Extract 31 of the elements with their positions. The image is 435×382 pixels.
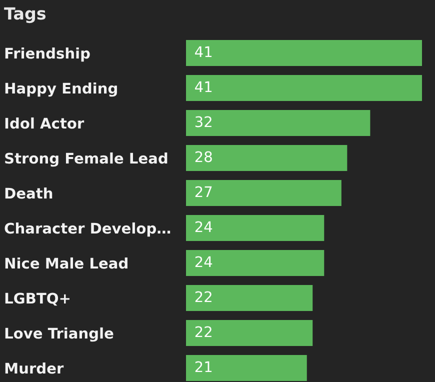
- bar: [186, 75, 422, 101]
- y-tick-label: LGBTQ+: [5, 292, 70, 306]
- y-tick-label: Friendship: [5, 47, 90, 62]
- data-label: 24: [195, 221, 212, 232]
- bar: [186, 285, 313, 311]
- data-label: 41: [195, 81, 212, 92]
- y-tick-label: Love Triangle: [5, 327, 114, 342]
- y-tick-label: Murder: [5, 362, 64, 374]
- data-label: 41: [195, 46, 212, 58]
- y-tick-label: Death: [5, 187, 52, 199]
- bar: [186, 180, 342, 206]
- bar: [186, 250, 324, 276]
- bar: [186, 320, 313, 346]
- data-label: 27: [195, 186, 212, 198]
- y-tick-label: Nice Male Lead: [5, 257, 128, 269]
- data-label: 22: [195, 326, 212, 338]
- bar: [186, 40, 422, 66]
- data-label: 24: [195, 256, 212, 268]
- data-label: 32: [195, 116, 212, 128]
- bar: [186, 215, 324, 241]
- data-label: 21: [195, 361, 212, 372]
- bar: [186, 355, 307, 381]
- bar: [186, 145, 348, 171]
- y-tick-label: Strong Female Lead: [5, 152, 168, 167]
- bar: [186, 110, 370, 136]
- y-tick-label: Idol Actor: [5, 117, 84, 129]
- data-label: 28: [195, 151, 212, 162]
- data-label: 22: [195, 291, 212, 302]
- y-tick-label: Character Develop…: [4, 222, 170, 237]
- text: Tags: [4, 7, 46, 24]
- y-tick-label: Happy Ending: [5, 82, 117, 97]
